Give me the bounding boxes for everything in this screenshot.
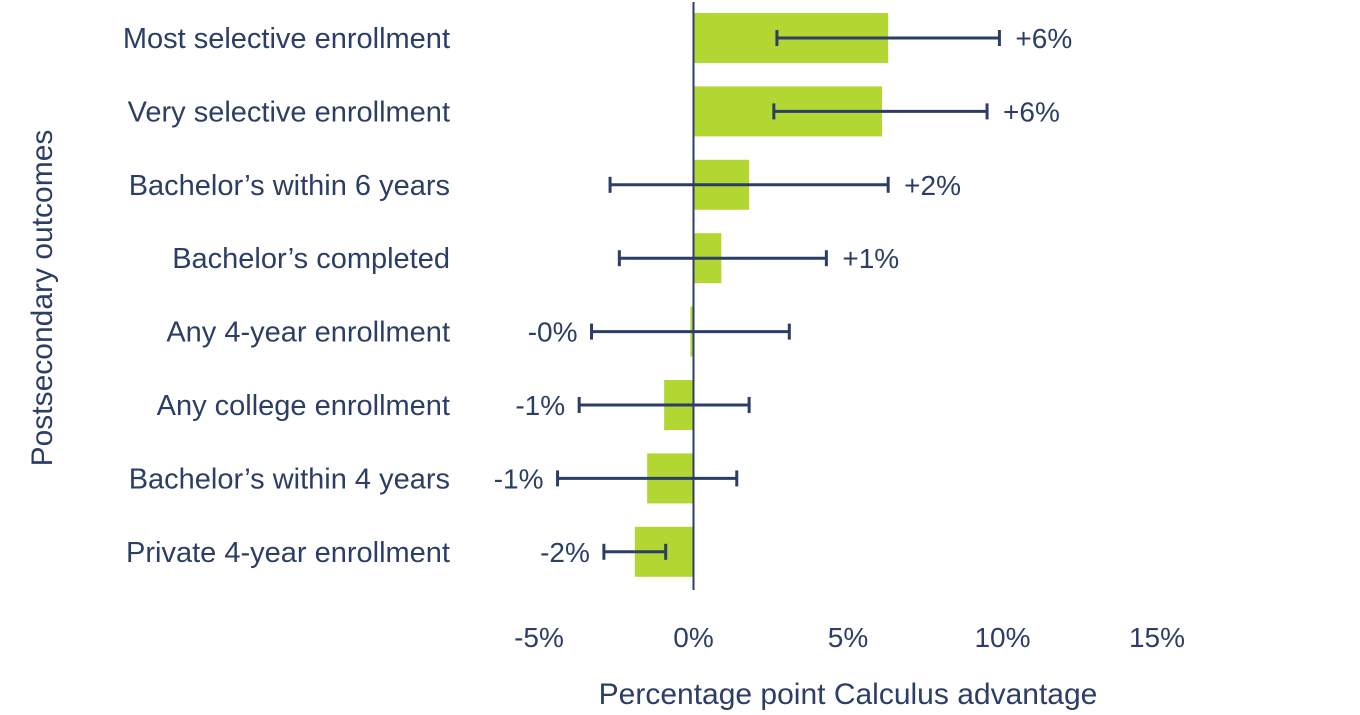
error-bar: [617, 250, 828, 267]
data-label: +1%: [842, 243, 899, 274]
category-label: Any 4-year enrollment: [166, 317, 450, 349]
x-tick-labels-group: -5% 0% 5% 10% 15%: [514, 622, 1185, 653]
category-label: Private 4-year enrollment: [126, 537, 450, 569]
error-bar: [556, 470, 739, 487]
x-tick-label: 5%: [828, 622, 868, 653]
error-bar: [602, 543, 668, 560]
error-bars-group: [556, 30, 1001, 560]
x-tick-label: -5%: [514, 622, 564, 653]
data-labels-group: +6% +6% +2% +1% -0% -1% -1% -2%: [494, 23, 1072, 568]
category-label: Bachelor’s within 6 years: [129, 170, 450, 202]
data-label: -1%: [515, 390, 565, 421]
bars-group: [634, 13, 889, 577]
category-label: Very selective enrollment: [128, 96, 450, 128]
y-axis-title: Postsecondary outcomes: [26, 130, 59, 467]
category-label: Bachelor’s within 4 years: [129, 463, 450, 495]
error-bar: [577, 397, 751, 413]
data-label: -2%: [540, 537, 590, 568]
error-bar: [608, 176, 890, 193]
x-tick-label: 10%: [974, 622, 1030, 653]
data-label: -1%: [494, 463, 544, 494]
error-bar: [775, 30, 1001, 46]
error-bar: [772, 103, 989, 120]
x-tick-label: 0%: [673, 622, 713, 653]
data-label: -0%: [528, 317, 578, 348]
data-label: +6%: [1003, 96, 1060, 127]
data-label: +2%: [904, 170, 961, 201]
category-label: Any college enrollment: [157, 390, 450, 422]
data-label: +6%: [1015, 23, 1072, 54]
x-axis-title: Percentage point Calculus advantage: [599, 678, 1098, 711]
error-bar: [590, 323, 791, 340]
x-tick-label: 15%: [1129, 622, 1185, 653]
category-label: Bachelor’s completed: [172, 243, 450, 275]
category-labels-group: Most selective enrollment Very selective …: [123, 23, 450, 569]
category-label: Most selective enrollment: [123, 23, 450, 55]
